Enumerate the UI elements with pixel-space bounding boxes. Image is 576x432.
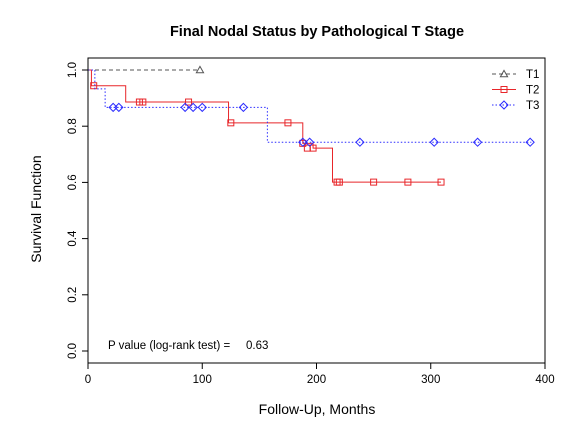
legend-marker bbox=[499, 100, 509, 110]
chart-title: Final Nodal Status by Pathological T Sta… bbox=[170, 24, 464, 40]
y-tick-label: 0.2 bbox=[67, 287, 79, 303]
x-tick-label: 400 bbox=[535, 374, 554, 386]
y-tick-label: 0.8 bbox=[67, 118, 79, 134]
plot-area bbox=[88, 65, 535, 186]
y-tick-label: 0.6 bbox=[67, 174, 79, 190]
series-line-T3 bbox=[88, 69, 532, 143]
data-point-T3 bbox=[298, 137, 308, 147]
data-point-T2 bbox=[404, 178, 412, 186]
x-tick-label: 100 bbox=[193, 374, 212, 386]
y-tick-label: 0.0 bbox=[67, 343, 79, 359]
legend-marker bbox=[499, 69, 509, 78]
x-tick-label: 300 bbox=[421, 374, 440, 386]
legend-label: T2 bbox=[526, 85, 539, 97]
y-axis: 0.0 0.2 0.4 0.6 0.8 1.0 bbox=[67, 62, 89, 359]
plot-frame bbox=[87, 57, 546, 364]
data-point-T3 bbox=[304, 137, 315, 147]
data-point-T2 bbox=[284, 119, 292, 127]
data-point-T2 bbox=[227, 119, 235, 127]
data-point-T2 bbox=[309, 144, 317, 152]
x-tick-label: 200 bbox=[307, 374, 326, 386]
legend-label: T3 bbox=[526, 100, 539, 112]
legend-entry-T1: T1 bbox=[492, 69, 539, 81]
data-point-T3 bbox=[429, 137, 439, 147]
y-tick-label: 1.0 bbox=[67, 62, 79, 78]
data-point-T3 bbox=[472, 137, 483, 147]
data-point-T3 bbox=[238, 102, 249, 113]
series-T3 bbox=[88, 69, 535, 147]
series-T1 bbox=[88, 65, 205, 74]
y-axis-label: Survival Function bbox=[28, 155, 44, 262]
data-point-T2 bbox=[437, 178, 445, 186]
data-point-T3 bbox=[355, 137, 365, 147]
x-tick-label: 0 bbox=[85, 374, 91, 386]
legend: T1 T2 T3 bbox=[492, 69, 539, 112]
data-point-T2 bbox=[335, 178, 343, 186]
legend-label: T1 bbox=[526, 69, 539, 81]
x-axis-label: Follow-Up, Months bbox=[259, 401, 376, 417]
legend-marker bbox=[500, 86, 508, 93]
data-point-T3 bbox=[188, 102, 198, 113]
data-point-T3 bbox=[180, 102, 190, 113]
y-tick-label: 0.4 bbox=[67, 230, 79, 247]
x-axis: 0 100 200 300 400 bbox=[85, 362, 555, 386]
legend-entry-T2: T2 bbox=[492, 85, 539, 97]
data-point-T2 bbox=[185, 98, 193, 106]
series-line-T2 bbox=[88, 69, 442, 183]
data-point-T2 bbox=[139, 98, 147, 106]
legend-entry-T3: T3 bbox=[492, 100, 539, 112]
data-point-T1 bbox=[195, 65, 205, 74]
pvalue-value: 0.63 bbox=[246, 340, 268, 352]
pvalue-label: P value (log-rank test) = bbox=[108, 340, 230, 352]
data-point-T2 bbox=[90, 82, 98, 90]
data-point-T3 bbox=[197, 102, 207, 113]
series-T2 bbox=[88, 69, 445, 186]
data-point-T3 bbox=[114, 102, 124, 113]
data-point-T2 bbox=[370, 178, 378, 186]
data-point-T3 bbox=[525, 137, 535, 147]
